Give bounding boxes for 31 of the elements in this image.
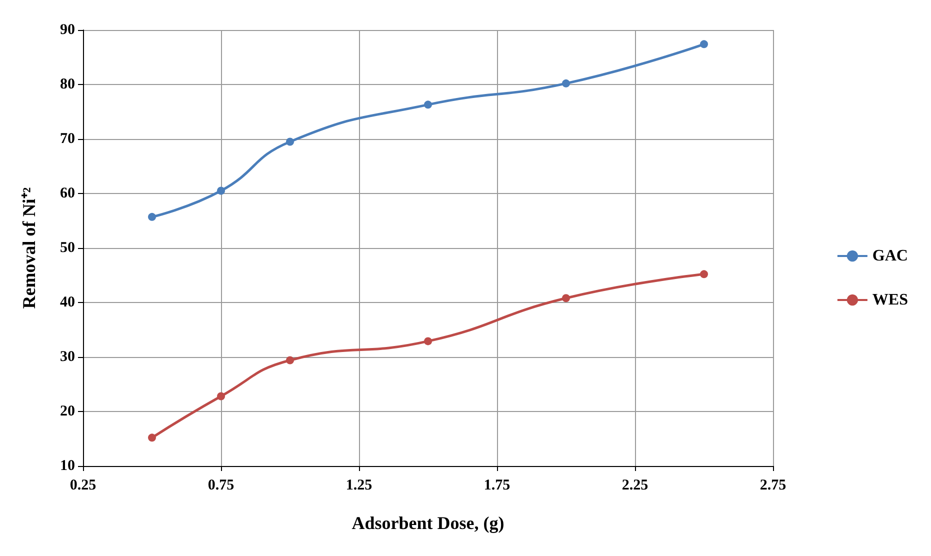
y-tick-label: 30 — [60, 349, 75, 365]
point — [148, 434, 156, 442]
x-tick-label: 0.75 — [208, 478, 234, 494]
legend-label: WES — [872, 292, 908, 308]
x-tick-label: 0.25 — [70, 478, 96, 494]
y-tick-label: 60 — [60, 186, 75, 202]
legend-label: GAC — [872, 248, 908, 264]
point — [562, 79, 570, 88]
x-tick-label: 1.25 — [346, 478, 372, 494]
point — [700, 40, 708, 48]
y-tick-label: 10 — [60, 458, 75, 474]
point — [286, 356, 294, 364]
x-tick-label: 2.75 — [760, 478, 786, 494]
y-tick-label: 50 — [60, 240, 75, 256]
y-axis-title: Removal of Ni⁺² — [19, 187, 39, 309]
point — [148, 212, 156, 221]
y-tick-label: 70 — [60, 131, 75, 147]
point — [700, 270, 708, 278]
y-tick-label: 40 — [60, 294, 75, 310]
point — [424, 337, 432, 346]
x-axis-title: Adsorbent Dose, (g) — [352, 513, 504, 533]
point — [217, 186, 225, 195]
point — [286, 138, 294, 146]
point — [562, 294, 570, 302]
point — [217, 392, 225, 400]
y-tick-label: 80 — [60, 76, 75, 92]
y-tick-label: 90 — [60, 22, 75, 38]
x-tick-label: 2.25 — [622, 478, 648, 494]
y-tick-label: 20 — [60, 404, 75, 420]
x-tick-label: 1.75 — [484, 478, 510, 494]
point — [424, 100, 432, 109]
